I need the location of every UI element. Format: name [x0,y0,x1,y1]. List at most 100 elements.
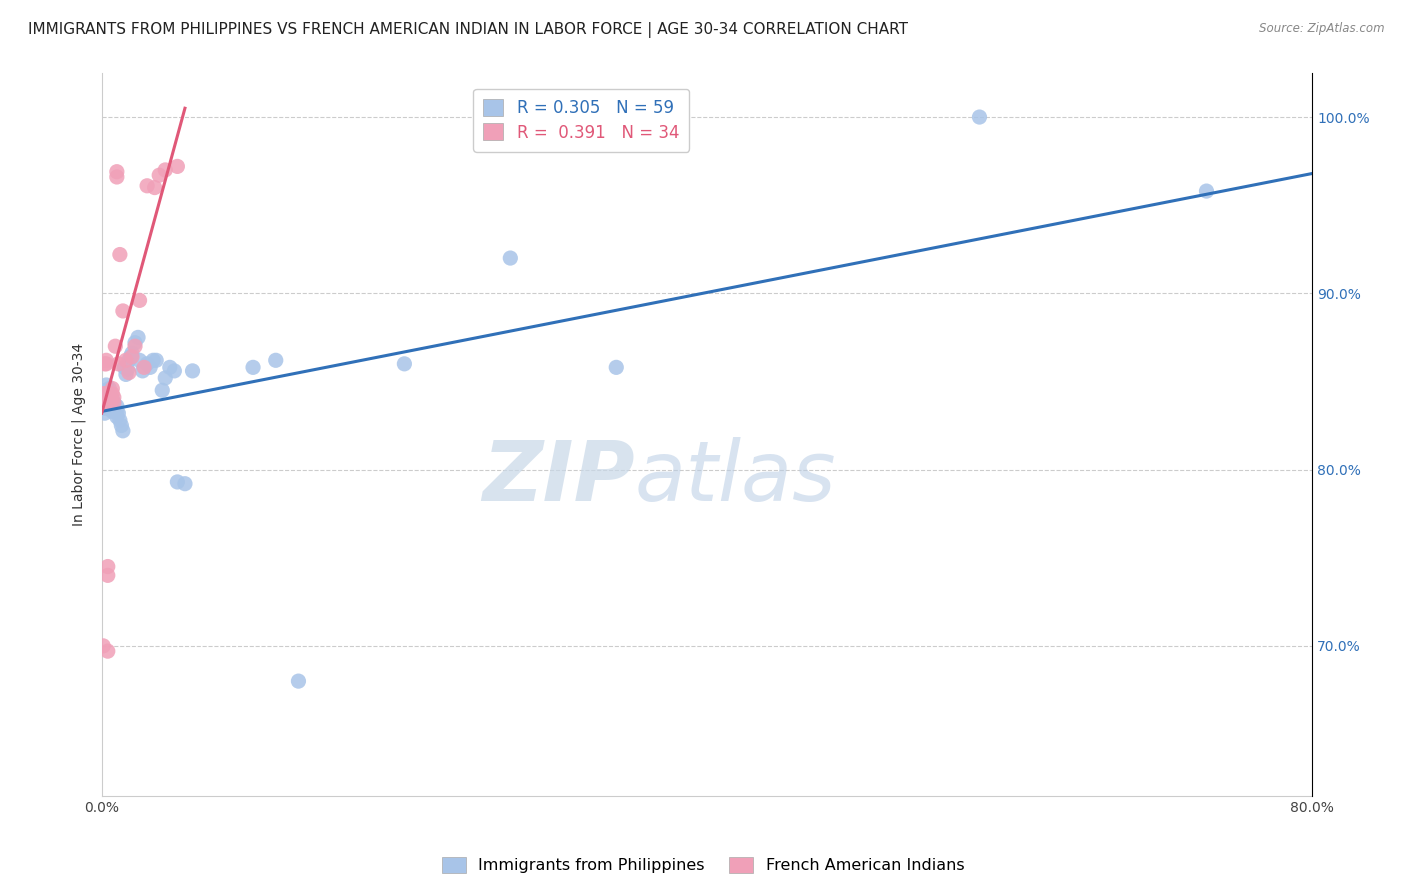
Point [148,168,170,182]
Point [132,360,155,375]
Point [242,360,264,375]
Legend: Immigrants from Philippines, French American Indians: Immigrants from Philippines, French Amer… [436,850,970,880]
Point [1195,184,1218,198]
Point [143,180,166,194]
Point [105,404,128,418]
Point [108,247,131,261]
Point [101,386,124,401]
Point [139,360,162,375]
Text: IMMIGRANTS FROM PHILIPPINES VS FRENCH AMERICAN INDIAN IN LABOR FORCE | AGE 30-34: IMMIGRANTS FROM PHILIPPINES VS FRENCH AM… [28,22,908,38]
Point [181,364,204,378]
Point [107,357,129,371]
Point [96,395,118,409]
Point [112,360,135,375]
Point [96,392,118,406]
Point [105,169,128,184]
Point [93,392,115,406]
Point [93,395,115,409]
Point [131,364,153,378]
Text: atlas: atlas [634,437,837,518]
Point [100,390,122,404]
Point [117,362,139,376]
Point [163,364,186,378]
Text: ZIP: ZIP [482,437,634,518]
Point [287,674,309,689]
Point [128,353,150,368]
Point [605,360,627,375]
Point [264,353,287,368]
Point [145,353,167,368]
Point [93,401,115,415]
Point [96,392,118,406]
Point [97,388,120,402]
Point [96,386,118,401]
Point [127,330,149,344]
Point [98,386,121,401]
Point [124,339,146,353]
Point [155,163,177,178]
Point [105,399,128,413]
Point [136,178,159,193]
Point [100,395,122,409]
Point [100,390,122,404]
Point [121,346,143,360]
Point [111,304,134,318]
Point [166,475,188,489]
Point [101,382,124,396]
Point [93,406,115,420]
Point [103,395,125,409]
Point [96,384,118,398]
Point [105,409,128,424]
Point [97,559,120,574]
Point [108,413,131,427]
Point [91,401,114,415]
Point [115,353,138,368]
Point [91,392,114,406]
Point [159,360,181,375]
Legend: R = 0.305   N = 59, R =  0.391   N = 34: R = 0.305 N = 59, R = 0.391 N = 34 [474,88,689,152]
Point [124,335,146,350]
Point [105,164,128,178]
Point [91,395,114,409]
Point [111,424,134,438]
Point [120,350,142,364]
Point [103,401,125,415]
Point [101,392,124,406]
Point [91,386,114,401]
Point [166,160,188,174]
Point [98,386,121,401]
Point [142,353,165,368]
Point [103,390,125,404]
Point [93,357,115,371]
Point [98,392,121,406]
Point [98,392,121,406]
Point [394,357,416,371]
Point [118,366,141,380]
Point [969,110,991,124]
Text: Source: ZipAtlas.com: Source: ZipAtlas.com [1260,22,1385,36]
Point [97,644,120,658]
Point [97,401,120,415]
Point [121,350,143,364]
Point [150,384,173,398]
Point [115,368,138,382]
Point [136,357,159,371]
Point [174,476,197,491]
Point [96,357,118,371]
Point [96,353,118,368]
Point [118,353,141,368]
Point [128,293,150,308]
Point [107,406,129,420]
Point [100,395,122,409]
Point [97,395,120,409]
Point [98,382,121,396]
Point [101,399,124,413]
Point [110,418,132,433]
Point [101,404,124,418]
Point [91,639,114,653]
Point [96,378,118,392]
Point [104,339,127,353]
Y-axis label: In Labor Force | Age 30-34: In Labor Force | Age 30-34 [72,343,86,526]
Point [91,397,114,411]
Point [155,371,177,385]
